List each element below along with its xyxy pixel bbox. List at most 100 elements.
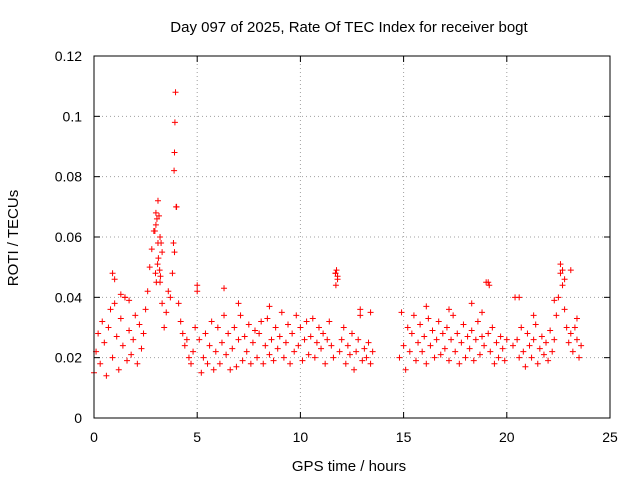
data-point <box>486 282 493 289</box>
data-point <box>146 264 153 271</box>
data-point <box>481 342 488 349</box>
data-point <box>229 345 236 352</box>
data-point <box>158 240 165 247</box>
data-point <box>256 330 263 337</box>
data-point <box>194 282 201 289</box>
data-point <box>334 273 341 280</box>
data-point <box>344 342 351 349</box>
data-point <box>177 318 184 325</box>
data-point <box>231 324 238 331</box>
data-point <box>287 360 294 367</box>
data-point <box>235 336 242 343</box>
data-point <box>408 330 415 337</box>
data-point <box>336 348 343 355</box>
data-point <box>121 294 128 301</box>
data-point <box>501 357 508 364</box>
data-point <box>117 291 124 298</box>
data-point <box>109 354 116 361</box>
data-point <box>239 357 246 364</box>
data-point <box>214 324 221 331</box>
data-point <box>524 330 531 337</box>
data-point <box>161 324 168 331</box>
data-point <box>204 360 211 367</box>
data-point <box>437 351 444 358</box>
data-point <box>332 270 339 277</box>
data-point <box>223 351 230 358</box>
data-point <box>107 306 114 313</box>
data-point <box>565 339 572 346</box>
y-tick-label: 0 <box>74 410 82 426</box>
data-point <box>134 360 141 367</box>
data-point <box>576 354 583 361</box>
data-point <box>155 255 162 262</box>
data-point <box>460 321 467 328</box>
data-point <box>305 351 312 358</box>
data-point <box>514 336 521 343</box>
data-point <box>152 209 159 216</box>
data-point <box>299 357 306 364</box>
data-point <box>412 357 419 364</box>
grid-lines <box>94 56 610 418</box>
data-point <box>251 327 258 334</box>
data-point <box>157 234 164 240</box>
data-point <box>423 360 430 367</box>
data-point <box>404 324 411 331</box>
data-point <box>536 345 543 352</box>
data-point <box>476 351 483 358</box>
data-point <box>171 249 178 256</box>
data-point <box>448 336 455 343</box>
data-point <box>163 309 170 316</box>
data-point <box>351 366 358 373</box>
data-point <box>190 348 197 355</box>
data-point <box>439 330 446 337</box>
data-point <box>293 312 300 319</box>
data-point <box>468 327 475 334</box>
data-point <box>285 321 292 328</box>
data-point <box>540 351 547 358</box>
data-point <box>167 294 174 301</box>
data-point <box>406 348 413 355</box>
data-point <box>543 339 550 346</box>
data-point <box>567 330 574 337</box>
y-tick-label: 0.02 <box>55 350 82 366</box>
data-point <box>410 312 417 319</box>
data-point <box>282 339 289 346</box>
data-point <box>518 324 525 331</box>
data-point <box>503 336 510 343</box>
data-point <box>99 318 106 325</box>
data-point <box>103 372 110 379</box>
data-point <box>559 267 566 274</box>
data-point <box>171 149 178 156</box>
data-point <box>452 348 459 355</box>
data-point <box>264 315 271 322</box>
data-point <box>245 321 252 328</box>
data-point <box>270 357 277 364</box>
y-tick-label: 0.12 <box>55 48 82 64</box>
data-point <box>243 348 250 355</box>
data-point <box>398 309 405 316</box>
data-point <box>152 270 159 277</box>
data-point <box>485 279 492 286</box>
data-point <box>117 315 124 322</box>
data-point <box>530 336 537 343</box>
x-tick-label: 0 <box>90 429 98 445</box>
data-point <box>144 288 151 295</box>
data-point <box>479 309 486 316</box>
data-point <box>313 339 320 346</box>
data-point <box>353 348 360 355</box>
data-point <box>425 315 432 322</box>
data-point <box>441 345 448 352</box>
data-point <box>493 339 500 346</box>
data-point <box>216 360 223 367</box>
y-tick-label: 0.08 <box>55 169 82 185</box>
data-point <box>400 342 407 349</box>
chart-title: Day 097 of 2025, Rate Of TEC Index for r… <box>170 19 528 36</box>
x-tick-label: 10 <box>293 429 309 445</box>
data-point <box>557 270 564 277</box>
data-point <box>349 330 355 337</box>
data-point <box>333 267 340 274</box>
data-point <box>274 345 281 352</box>
data-point <box>561 276 568 283</box>
data-point <box>559 282 566 289</box>
